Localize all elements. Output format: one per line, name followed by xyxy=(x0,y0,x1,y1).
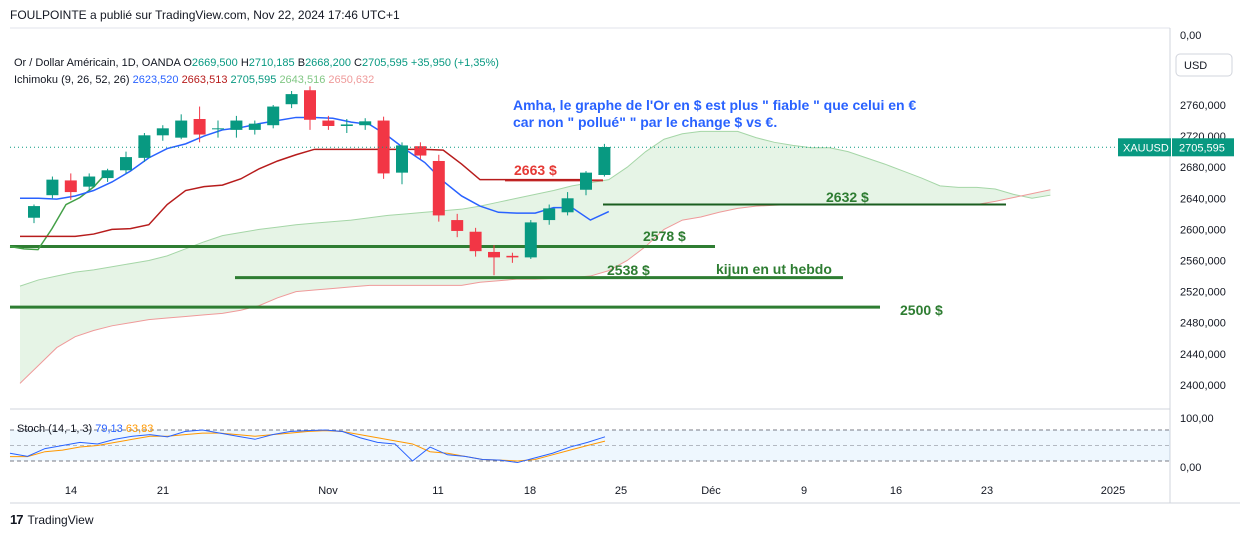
price-tick-label: 2480,000 xyxy=(1180,318,1226,330)
currency-label: USD xyxy=(1184,60,1207,72)
last-price-label: 2705,595 xyxy=(1179,142,1225,154)
legend-ichimoku: Ichimoku (9, 26, 52, 26) 2623,520 2663,5… xyxy=(14,74,374,86)
candle-body xyxy=(230,120,243,130)
kijun-sen-line xyxy=(20,148,591,238)
candle-body xyxy=(451,220,464,231)
label-2632: 2632 $ xyxy=(826,189,869,205)
candle-body xyxy=(285,94,298,105)
candle-body xyxy=(506,255,519,258)
candle-body xyxy=(469,231,482,252)
comment-line-2: car non " pollué" " par le change $ vs €… xyxy=(513,114,777,130)
candle-body xyxy=(340,124,353,126)
candle-body xyxy=(156,128,169,136)
candle-body xyxy=(304,90,316,120)
symbol-tag xyxy=(1118,138,1171,157)
candle-body xyxy=(580,172,592,190)
time-tick-label: 18 xyxy=(524,485,536,497)
comment-line-1: Amha, le graphe de l'Or en $ est plus " … xyxy=(513,97,916,113)
time-tick-label: 23 xyxy=(981,485,993,497)
candle-body xyxy=(120,157,132,171)
time-tick-label: Nov xyxy=(318,485,338,497)
candle-body xyxy=(138,135,151,158)
price-tick-label: 2760,000 xyxy=(1180,100,1226,112)
candle-body xyxy=(248,123,261,130)
price-tick-label: 2640,000 xyxy=(1180,193,1226,205)
candle-body xyxy=(432,160,445,216)
candle-body xyxy=(396,145,408,173)
label-2663: 2663 $ xyxy=(514,162,557,178)
last-price-tag xyxy=(1172,138,1234,157)
candle-body xyxy=(175,120,188,138)
candle-body xyxy=(322,120,335,126)
label-kijun-hebdo: kijun en ut hebdo xyxy=(716,261,832,277)
time-tick-label: Déc xyxy=(701,485,721,497)
currency-button xyxy=(1175,53,1233,77)
candle-body xyxy=(488,251,500,258)
tradingview-footer: 17 TradingView xyxy=(10,512,94,527)
candle-body xyxy=(83,176,96,187)
time-tick-label: 16 xyxy=(890,485,902,497)
time-tick-label: 9 xyxy=(801,485,807,497)
label-2500: 2500 $ xyxy=(900,302,943,318)
ichimoku-cloud xyxy=(20,131,1051,384)
candle-body xyxy=(359,121,372,126)
stoch-d-line xyxy=(10,430,606,462)
time-tick-label: 11 xyxy=(432,485,443,497)
price-top-label: 0,00 xyxy=(1180,30,1201,42)
candle-body xyxy=(101,170,114,179)
candle-body xyxy=(561,198,574,213)
candle-body xyxy=(28,206,40,218)
symbol-tag-label: XAUUSD xyxy=(1123,142,1169,154)
candle-body xyxy=(267,106,280,126)
legend-ohlc: Or / Dollar Américain, 1D, OANDA O2669,5… xyxy=(14,57,499,69)
candle-body xyxy=(377,120,390,174)
time-tick-label: 14 xyxy=(65,485,77,497)
price-tick-label: 2600,000 xyxy=(1180,224,1226,236)
price-tick-label: 2520,000 xyxy=(1180,287,1226,299)
time-tick-label: 2025 xyxy=(1101,485,1125,497)
stoch-k-line xyxy=(9,429,606,464)
candle-body xyxy=(543,208,556,221)
time-tick-label: 25 xyxy=(615,485,627,497)
price-tick-label: 2400,000 xyxy=(1180,380,1226,392)
price-tick-label: 2440,000 xyxy=(1180,349,1226,361)
stoch-tick-100: 100,00 xyxy=(1180,413,1214,425)
chikou-span-line xyxy=(9,170,109,251)
tradingview-brand: TradingView xyxy=(27,512,94,527)
time-tick-label: 21 xyxy=(157,485,169,497)
candle-body xyxy=(64,180,77,193)
price-tick-label: 2560,000 xyxy=(1180,256,1226,268)
label-2578: 2578 $ xyxy=(643,228,686,244)
label-2538: 2538 $ xyxy=(607,262,650,278)
price-tick-label: 2680,000 xyxy=(1180,162,1226,174)
candle-body xyxy=(524,222,537,258)
candle-body xyxy=(414,146,427,156)
candle-body xyxy=(212,128,224,130)
candle-body xyxy=(46,179,59,196)
candle-body xyxy=(193,118,206,135)
publisher-attribution: FOULPOINTE a publié sur TradingView.com,… xyxy=(10,8,400,22)
stoch-tick-0: 0,00 xyxy=(1180,462,1201,474)
candle-body xyxy=(598,146,611,175)
tradingview-logo-icon: 17 xyxy=(10,512,24,527)
legend-stoch: Stoch (14, 1, 3) 79,13 63,83 xyxy=(17,423,153,435)
